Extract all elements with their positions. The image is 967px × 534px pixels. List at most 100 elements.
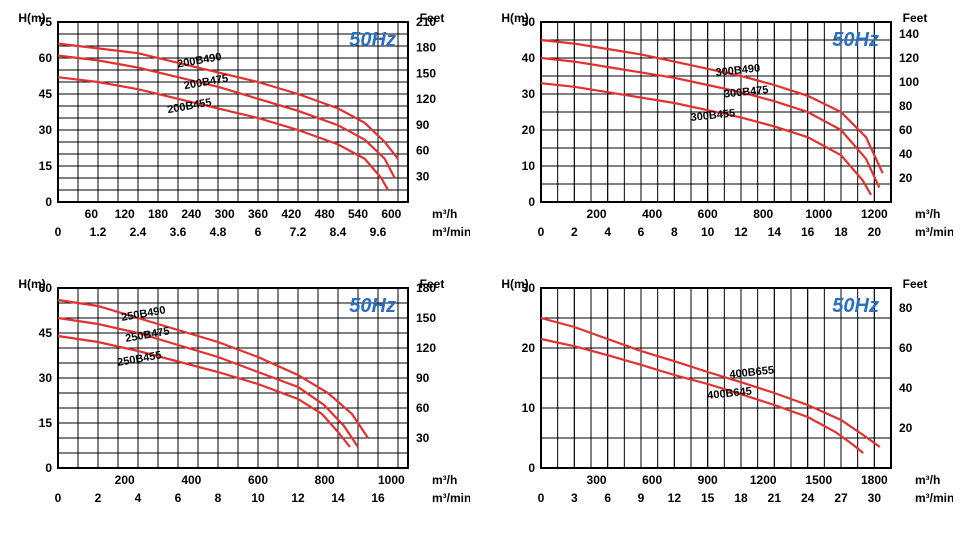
xtick-top: 300: [215, 207, 235, 221]
xtick-bottom: 4.8: [210, 225, 227, 239]
xtick-bottom: 14: [331, 491, 345, 505]
ytick-right: 150: [416, 311, 436, 325]
ytick-right: 60: [899, 341, 913, 355]
xtick-bottom: 7.2: [290, 225, 307, 239]
xtick-bottom: 16: [800, 225, 814, 239]
xtick-bottom: 15: [700, 491, 714, 505]
xtick-bottom: 12: [291, 491, 305, 505]
curve-label-300B455: 300B455: [690, 107, 736, 124]
y-left-label: H(m): [18, 11, 45, 25]
xtick-bottom: 14: [767, 225, 781, 239]
xtick-top: 420: [281, 207, 301, 221]
xtick-top: 1200: [749, 473, 776, 487]
xtick-bottom: 20: [867, 225, 881, 239]
xtick-bottom: 2: [95, 491, 102, 505]
xtick-bottom: 9: [637, 491, 644, 505]
xtick-bottom: 24: [800, 491, 814, 505]
xtick-bottom: 6: [255, 225, 262, 239]
ytick-left: 60: [39, 51, 53, 65]
xtick-bottom: 6: [604, 491, 611, 505]
xtick-top: 600: [381, 207, 401, 221]
y-left-label: H(m): [501, 277, 528, 291]
ytick-right: 120: [416, 341, 436, 355]
ytick-right: 20: [899, 171, 913, 185]
ytick-left: 0: [528, 461, 535, 475]
curve-400B645: [541, 339, 863, 453]
x-top-unit: m³/h: [432, 207, 457, 221]
ytick-left: 30: [521, 87, 535, 101]
ytick-left: 15: [39, 159, 53, 173]
ytick-left: 20: [521, 123, 535, 137]
chart-200B: 200B490200B475200B4550153045607530609012…: [10, 10, 470, 258]
xtick-top: 900: [697, 473, 717, 487]
y-left-label: H(m): [501, 11, 528, 25]
xtick-top: 360: [248, 207, 268, 221]
y-left-label: H(m): [18, 277, 45, 291]
curve-250B490: [58, 300, 368, 438]
xtick-top: 60: [85, 207, 99, 221]
ytick-right: 120: [899, 51, 919, 65]
xtick-bottom: 0: [537, 491, 544, 505]
xtick-bottom: 18: [834, 225, 848, 239]
ytick-right: 60: [899, 123, 913, 137]
ytick-right: 80: [899, 301, 913, 315]
ytick-left: 0: [528, 195, 535, 209]
ytick-right: 100: [899, 75, 919, 89]
ytick-right: 60: [416, 144, 430, 158]
xtick-bottom: 2: [570, 225, 577, 239]
xtick-bottom: 6: [637, 225, 644, 239]
chart-chart-400B: 400B655400B64501020302040608030060090012…: [493, 276, 958, 524]
ytick-left: 0: [45, 195, 52, 209]
ytick-right: 30: [416, 431, 430, 445]
curve-label-250B475: 250B475: [124, 325, 170, 345]
x-top-unit: m³/h: [915, 473, 940, 487]
xtick-top: 480: [315, 207, 335, 221]
curve-label-250B455: 250B455: [116, 349, 162, 369]
xtick-top: 1200: [860, 207, 887, 221]
xtick-bottom: 12: [734, 225, 748, 239]
ytick-right: 80: [899, 99, 913, 113]
chart-chart-300B: 300B490300B475300B4550102030405020406080…: [493, 10, 958, 258]
freq-label: 50Hz: [349, 29, 396, 51]
xtick-top: 200: [115, 473, 135, 487]
ytick-right: 40: [899, 147, 913, 161]
y-right-label: Feet: [902, 11, 927, 25]
x-bottom-unit: m³/min: [432, 225, 470, 239]
x-bottom-unit: m³/min: [915, 225, 953, 239]
chart-chart-200B: 200B490200B475200B4550153045607530609012…: [10, 10, 475, 258]
x-bottom-unit: m³/min: [432, 491, 470, 505]
chart-250B: 250B490250B475250B4550153045603060901201…: [10, 276, 470, 524]
xtick-top: 180: [148, 207, 168, 221]
ytick-right: 150: [416, 66, 436, 80]
xtick-bottom: 2.4: [130, 225, 147, 239]
ytick-right: 120: [416, 92, 436, 106]
y-right-label: Feet: [420, 277, 445, 291]
xtick-bottom: 1.2: [90, 225, 107, 239]
xtick-top: 400: [642, 207, 662, 221]
ytick-right: 180: [416, 41, 436, 55]
xtick-bottom: 8: [670, 225, 677, 239]
x-top-unit: m³/h: [432, 473, 457, 487]
xtick-top: 1500: [805, 473, 832, 487]
xtick-top: 240: [181, 207, 201, 221]
xtick-bottom: 8.4: [330, 225, 347, 239]
xtick-top: 400: [181, 473, 201, 487]
ytick-right: 30: [416, 169, 430, 183]
xtick-bottom: 10: [251, 491, 265, 505]
ytick-left: 15: [39, 416, 53, 430]
ytick-left: 30: [39, 123, 53, 137]
xtick-top: 540: [348, 207, 368, 221]
x-top-unit: m³/h: [915, 207, 940, 221]
xtick-top: 600: [642, 473, 662, 487]
ytick-right: 20: [899, 421, 913, 435]
xtick-top: 300: [586, 473, 606, 487]
xtick-top: 1000: [805, 207, 832, 221]
xtick-top: 800: [753, 207, 773, 221]
xtick-bottom: 0: [55, 225, 62, 239]
xtick-bottom: 10: [700, 225, 714, 239]
xtick-bottom: 0: [55, 491, 62, 505]
xtick-bottom: 27: [834, 491, 848, 505]
freq-label: 50Hz: [349, 295, 396, 317]
curve-300B490: [541, 40, 883, 173]
y-right-label: Feet: [420, 11, 445, 25]
